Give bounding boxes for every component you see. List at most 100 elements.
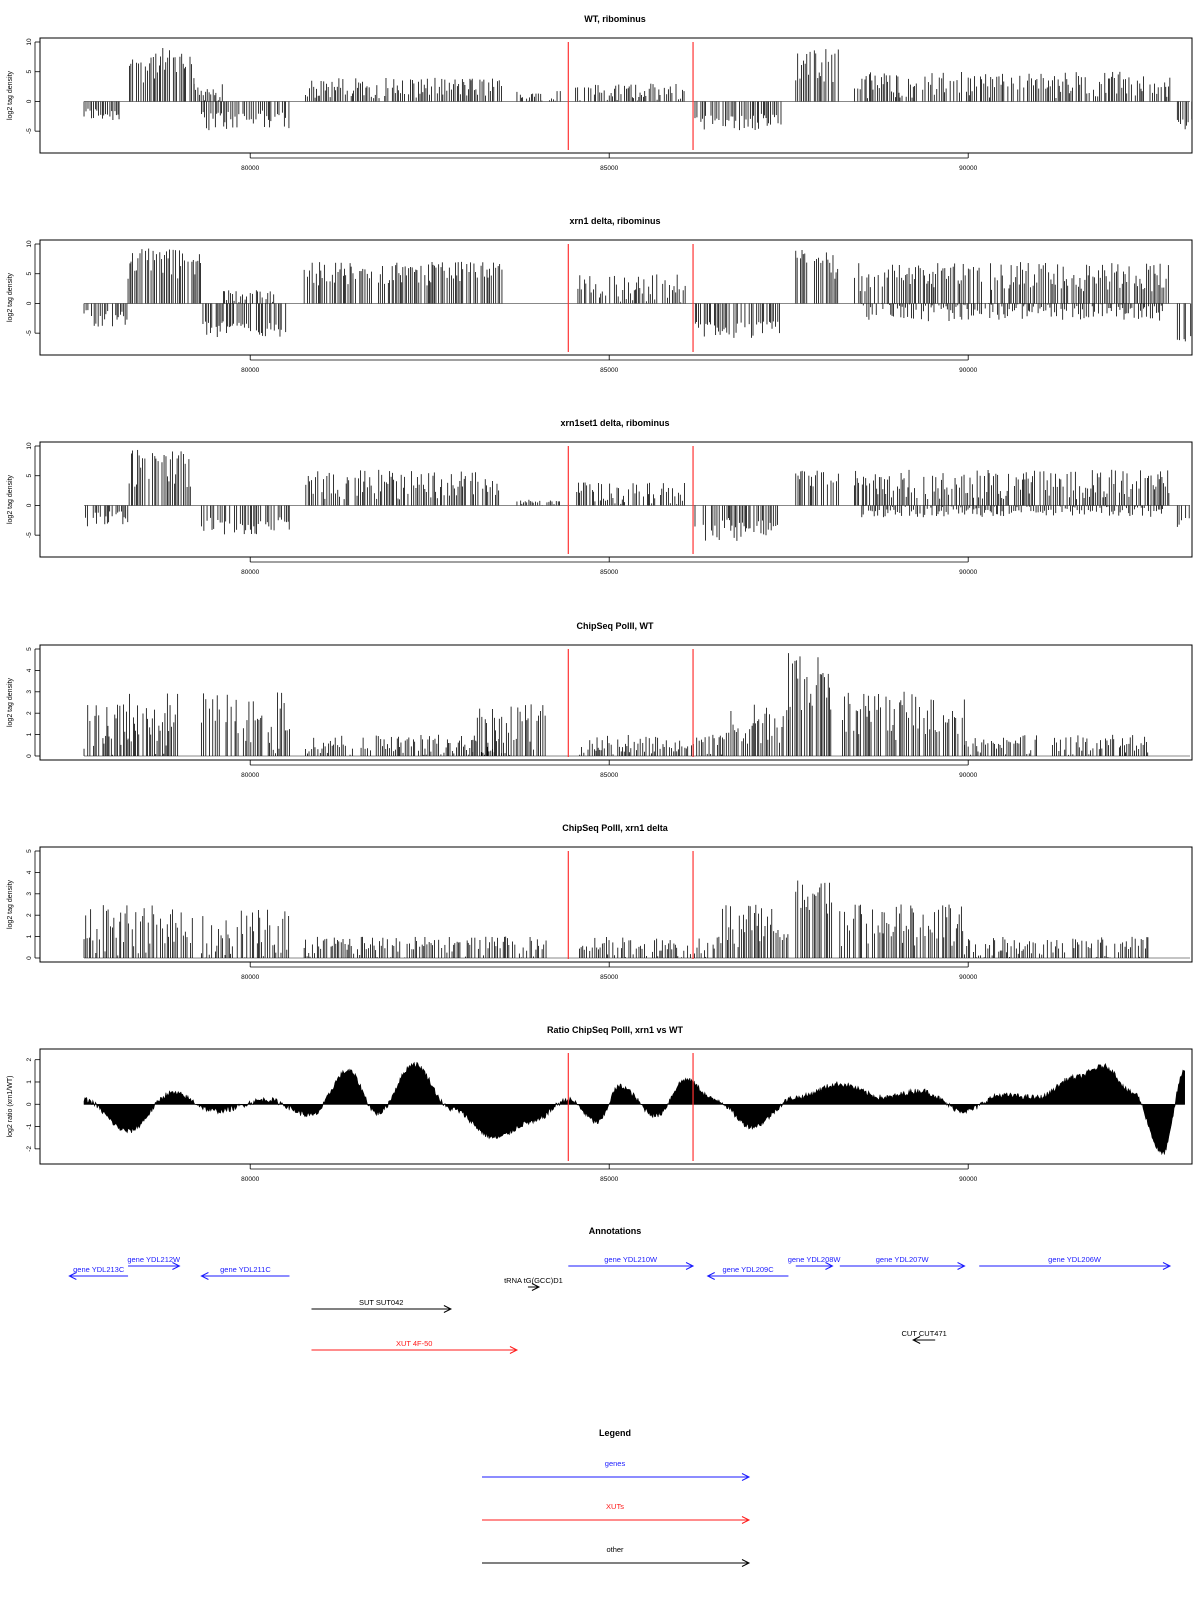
panel-title: xrn1set1 delta, ribominus	[560, 418, 669, 428]
bar-segment	[839, 904, 964, 958]
feature-arrow-head	[509, 1346, 519, 1354]
annotations-title: Annotations	[589, 1226, 642, 1236]
y-tick-label: 5	[26, 849, 33, 853]
bar-segment	[795, 470, 839, 506]
feature-label: XUT 4F-50	[396, 1339, 433, 1348]
bar-segment	[201, 692, 290, 756]
y-tick-label: -1	[26, 1123, 33, 1129]
feature-label: gene YDL212W	[127, 1255, 181, 1264]
legend-arrow-head	[741, 1559, 751, 1567]
feature-label: gene YDL211C	[220, 1265, 271, 1274]
feature-arrow-head	[443, 1305, 453, 1313]
y-tick-label: 5	[26, 647, 33, 651]
panel-title: ChipSeq PolII, WT	[577, 621, 654, 631]
x-tick-label: 80000	[241, 974, 259, 981]
feature-arrow-head	[68, 1272, 77, 1280]
bar-segment	[721, 904, 789, 958]
x-tick-label: 80000	[241, 1176, 259, 1183]
y-tick-label: 10	[26, 442, 33, 450]
bar-segment	[694, 505, 778, 541]
bar-segment	[472, 704, 546, 756]
bar-segment	[128, 449, 191, 506]
bar-segment	[516, 91, 561, 102]
legend-label: XUTs	[606, 1502, 624, 1511]
x-tick-label: 90000	[959, 569, 977, 576]
legend-panel: Legend genes XUTs other	[482, 1428, 751, 1567]
y-tick-label: -5	[26, 532, 33, 538]
y-axis-label: log2 ratio (xrn1/WT)	[7, 1076, 14, 1138]
panel-title: ChipSeq PolII, xrn1 delta	[562, 823, 669, 833]
y-axis-label: log2 tag density	[7, 272, 14, 322]
plot-frame	[39, 37, 1193, 154]
feature-arrow-head	[825, 1262, 834, 1270]
bar-segment	[223, 290, 275, 304]
bar-segment	[201, 909, 290, 958]
y-tick-label: 0	[26, 754, 33, 758]
x-tick-label: 80000	[241, 569, 259, 576]
bar-segment	[127, 693, 179, 756]
bar-segment	[305, 469, 500, 506]
feature-arrow-head	[957, 1262, 966, 1270]
bar-segment	[861, 505, 1163, 518]
y-tick-label: 0	[26, 99, 33, 103]
bar-segment	[83, 101, 120, 121]
annotation-feature: SUT SUT042	[311, 1298, 453, 1313]
bar-segment	[854, 71, 1171, 102]
annotation-feature: gene YDL209C	[706, 1265, 789, 1280]
legend-title: Legend	[599, 1428, 631, 1438]
bar-segment	[303, 261, 503, 304]
y-axis-label: log2 tag density	[7, 474, 14, 524]
bar-segment	[83, 303, 128, 327]
y-tick-label: 0	[26, 503, 33, 507]
x-tick-label: 85000	[600, 974, 618, 981]
x-tick-label: 80000	[241, 367, 259, 374]
x-tick-label: 90000	[959, 1176, 977, 1183]
x-tick-label: 85000	[600, 367, 618, 374]
annotation-feature: gene YDL206W	[979, 1255, 1172, 1270]
plot-frame	[39, 441, 1193, 558]
annotation-feature: gene YDL210W	[568, 1255, 695, 1270]
bar-segment	[842, 691, 965, 756]
bar-segment	[576, 482, 685, 506]
bar-segment	[201, 101, 290, 131]
y-tick-label: -2	[26, 1146, 33, 1152]
feature-label: gene YDL208W	[788, 1255, 842, 1264]
bar-segment	[692, 101, 782, 131]
bar-segment	[854, 262, 1169, 304]
legend-label: genes	[605, 1459, 626, 1468]
y-tick-label: 0	[26, 1102, 33, 1106]
bar-segment	[305, 734, 502, 756]
feature-label: gene YDL209C	[722, 1265, 774, 1274]
chart-panel-2: xrn1 delta, ribominus -5 0 5 10 log2 tag dens…	[7, 216, 1193, 374]
bar-segment	[120, 905, 193, 958]
feature-label: CUT CUT471	[902, 1329, 947, 1338]
bar-segment	[1052, 734, 1149, 756]
feature-label: gene YDL210W	[604, 1255, 658, 1264]
feature-label: tRNA tG(GCC)D1	[504, 1276, 563, 1285]
x-tick-label: 80000	[241, 165, 259, 172]
y-tick-label: 2	[26, 913, 33, 917]
y-axis-label: log2 tag density	[7, 677, 14, 727]
bar-segment	[202, 303, 287, 338]
bar-segment	[85, 505, 129, 527]
bar-segment	[692, 303, 781, 338]
y-tick-label: 0	[26, 956, 33, 960]
legend-entry: other	[482, 1545, 751, 1567]
y-axis-label: log2 tag density	[7, 70, 14, 120]
bar-segment	[575, 83, 685, 102]
feature-arrow-head	[912, 1336, 921, 1344]
feature-label: SUT SUT042	[359, 1298, 403, 1307]
y-tick-label: 4	[26, 668, 33, 672]
legend-entry: XUTs	[482, 1502, 751, 1524]
annotation-feature: gene YDL208W	[788, 1255, 842, 1270]
bar-segment	[1176, 101, 1193, 130]
x-tick-label: 90000	[959, 165, 977, 172]
annotation-feature: CUT CUT471	[902, 1329, 947, 1344]
bar-segment	[127, 248, 201, 304]
feature-arrow-head	[200, 1272, 209, 1280]
panel-title: WT, ribominus	[584, 14, 646, 24]
annotation-feature: gene YDL213C	[68, 1265, 129, 1280]
feature-label: gene YDL206W	[1048, 1255, 1102, 1264]
bar-segment	[964, 936, 1149, 958]
